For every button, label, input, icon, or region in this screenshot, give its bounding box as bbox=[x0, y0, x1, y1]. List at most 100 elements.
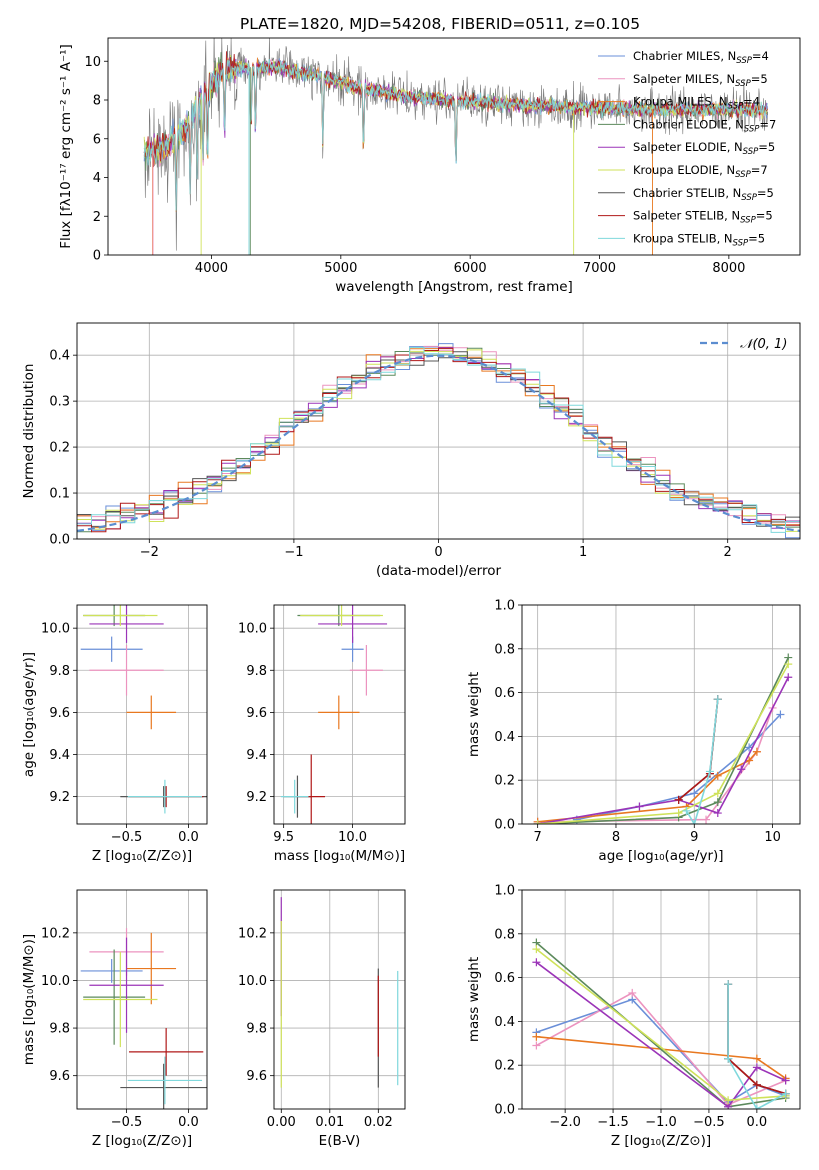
weight-line bbox=[536, 991, 786, 1106]
y-tick-label: 0.0 bbox=[494, 1103, 515, 1118]
weight-marker bbox=[690, 820, 699, 824]
histogram-step bbox=[77, 347, 800, 533]
weight-line bbox=[537, 707, 774, 823]
weight-marker bbox=[674, 795, 683, 804]
weight-marker bbox=[713, 771, 722, 780]
panel-mass_vs_ebv: 0.00 0.01 0.02 9.6 9.8 10.0 10.2 E(B-V) bbox=[238, 889, 406, 1149]
weight-marker bbox=[674, 809, 683, 818]
errorbar-point bbox=[280, 779, 309, 814]
panel-age_vs_mass: 9.5 10.0 9.2 9.4 9.6 9.8 10.0 mass [log₁₀(M/M⊙)… bbox=[238, 604, 406, 864]
y-tick-label: 9.6 bbox=[246, 1069, 267, 1084]
y-tick-label: 10.0 bbox=[41, 622, 70, 637]
x-axis-label: Z [log₁₀(Z/Z⊙)] bbox=[611, 1133, 711, 1149]
y-tick-label: 9.8 bbox=[246, 1022, 267, 1037]
x-tick-label: −1 bbox=[284, 545, 303, 560]
errorbar-point bbox=[126, 932, 177, 1005]
weight-marker bbox=[752, 1105, 761, 1109]
x-axis-label: wavelength [Angstrom, rest frame] bbox=[335, 279, 573, 295]
legend-entry: Salpeter STELIB, NSSP=5 bbox=[633, 209, 773, 226]
x-axis-label: mass [log₁₀(M/M⊙)] bbox=[274, 848, 405, 864]
x-tick-label: −0.5 bbox=[111, 830, 143, 845]
x-axis-label: Z [log₁₀(Z/Z⊙)] bbox=[92, 848, 192, 864]
weight-marker bbox=[533, 820, 542, 824]
x-tick-label: 0.01 bbox=[315, 1115, 344, 1130]
y-tick-label: 0.2 bbox=[49, 441, 70, 456]
weight-marker bbox=[752, 1080, 761, 1089]
x-tick-label: 7 bbox=[534, 830, 542, 845]
y-tick-label: 1.0 bbox=[494, 884, 515, 899]
weight-marker bbox=[752, 1063, 761, 1072]
normal-curve bbox=[77, 354, 800, 532]
x-tick-label: 7000 bbox=[583, 261, 616, 276]
x-tick-label: 4000 bbox=[195, 261, 228, 276]
legend-entry: Chabrier STELIB, NSSP=5 bbox=[633, 186, 774, 203]
y-tick-label: 0.4 bbox=[49, 349, 70, 364]
x-tick-label: 8 bbox=[612, 830, 620, 845]
x-tick-label: 10 bbox=[764, 830, 781, 845]
y-tick-label: 0.6 bbox=[494, 686, 515, 701]
y-tick-label: 9.2 bbox=[246, 790, 267, 805]
errorbar-point bbox=[127, 1056, 203, 1105]
weight-marker bbox=[635, 802, 644, 811]
histogram-step bbox=[77, 349, 800, 532]
x-tick-label: −0.5 bbox=[111, 1115, 143, 1130]
x-tick-label: 0.00 bbox=[267, 1115, 296, 1130]
weight-line bbox=[537, 663, 790, 824]
panel-mass_vs_Z: −0.5 0.0 9.6 9.8 10.0 10.2 Z [log₁₀(Z/Z⊙)] mass… bbox=[21, 889, 208, 1149]
errorbar-point bbox=[83, 949, 146, 1045]
x-axis-label: (data-model)/error bbox=[376, 563, 502, 579]
errorbar-point bbox=[89, 937, 164, 1033]
y-axis-label: mass [log₁₀(M/M⊙)] bbox=[21, 934, 37, 1065]
axes-frame-weight_vs_age: 7 8 9 10 0.0 0.2 0.4 0.6 0.8 1.0 age [log₁₀(age/yr… bbox=[466, 599, 801, 864]
x-tick-label: 0.0 bbox=[178, 1115, 199, 1130]
weight-marker bbox=[532, 945, 541, 954]
x-tick-label: 0.0 bbox=[178, 830, 199, 845]
x-tick-label: −0.5 bbox=[693, 1115, 725, 1130]
y-tick-label: 0.1 bbox=[49, 487, 70, 502]
weight-marker bbox=[713, 789, 722, 798]
plot-area-weight_vs_age bbox=[533, 653, 793, 824]
plot-area-age_vs_mass bbox=[280, 605, 388, 824]
x-tick-label: −1.0 bbox=[645, 1115, 677, 1130]
weight-marker bbox=[784, 673, 793, 682]
y-tick-label: 10.2 bbox=[238, 926, 267, 941]
panel-weight_vs_age: 7 8 9 10 0.0 0.2 0.4 0.6 0.8 1.0 age [log₁₀(age/yr… bbox=[466, 599, 801, 864]
axes-frame-spectrum: 4000 5000 6000 7000 8000 0 2 4 6 8 10 wavelength [A… bbox=[58, 37, 801, 295]
legend-entry: Chabrier ELODIE, NSSP=7 bbox=[633, 117, 776, 134]
residual-legend: 𝒩(0, 1) bbox=[700, 337, 787, 352]
x-tick-label: −2.0 bbox=[549, 1115, 581, 1130]
spectrum-model-line bbox=[143, 59, 768, 211]
x-axis-label: E(B-V) bbox=[319, 1133, 361, 1149]
panel-age_vs_Z: −0.5 0.0 9.2 9.4 9.6 9.8 10.0 Z [log₁₀(Z/Z⊙)] ag… bbox=[21, 604, 208, 864]
axes-frame bbox=[521, 604, 801, 825]
x-tick-label: 10.0 bbox=[338, 830, 367, 845]
axes-frame-mass_vs_Z: −0.5 0.0 9.6 9.8 10.0 10.2 Z [log₁₀(Z/Z⊙)] mass… bbox=[21, 889, 208, 1149]
weight-marker bbox=[713, 798, 722, 807]
legend-entry: Chabrier MILES, NSSP=4 bbox=[633, 49, 769, 66]
axes-frame-weight_vs_Z: −2.0 −1.5 −1.0 −0.5 0.0 0.0 0.2 0.4 0.6 0.8 1.0 Z [… bbox=[466, 884, 801, 1149]
axes-frame-age_vs_mass: 9.5 10.0 9.2 9.4 9.6 9.8 10.0 mass [log₁₀(M/M⊙)… bbox=[238, 604, 406, 864]
y-tick-label: 2 bbox=[93, 210, 101, 225]
panel-spectrum: 4000 5000 6000 7000 8000 0 2 4 6 8 10 wavelength [A… bbox=[58, 37, 801, 295]
y-tick-label: 9.2 bbox=[49, 790, 70, 805]
axes-frame bbox=[273, 889, 406, 1110]
axes-frame-mass_vs_ebv: 0.00 0.01 0.02 9.6 9.8 10.0 10.2 E(B-V) bbox=[238, 889, 406, 1149]
y-tick-label: 9.4 bbox=[246, 748, 267, 763]
figure-title: PLATE=1820, MJD=54208, FIBERID=0511, z=0… bbox=[240, 15, 640, 33]
y-tick-label: 10.0 bbox=[238, 622, 267, 637]
x-tick-label: 8000 bbox=[712, 261, 745, 276]
plot-area-age_vs_Z bbox=[80, 605, 207, 814]
y-tick-label: 0.2 bbox=[494, 774, 515, 789]
errorbar-point bbox=[80, 636, 143, 662]
panel-weight_vs_Z: −2.0 −1.5 −1.0 −0.5 0.0 0.0 0.2 0.4 0.6 0.8 1.0 Z [… bbox=[466, 884, 801, 1149]
errorbar-point bbox=[80, 959, 143, 983]
spectrum-legend: Chabrier MILES, NSSP=4 Salpeter MILES, NS… bbox=[598, 49, 776, 248]
y-tick-label: 10 bbox=[84, 55, 101, 70]
legend-entry: 𝒩(0, 1) bbox=[740, 337, 787, 352]
x-axis-label: Z [log₁₀(Z/Z⊙)] bbox=[92, 1133, 192, 1149]
weight-marker bbox=[682, 806, 691, 815]
y-axis-label: Normed distribution bbox=[21, 364, 37, 499]
panel-residuals: −2 −1 0 1 2 0.0 0.1 0.2 0.3 0.4 (data-model)/error… bbox=[21, 322, 801, 579]
x-tick-label: 1 bbox=[579, 545, 587, 560]
